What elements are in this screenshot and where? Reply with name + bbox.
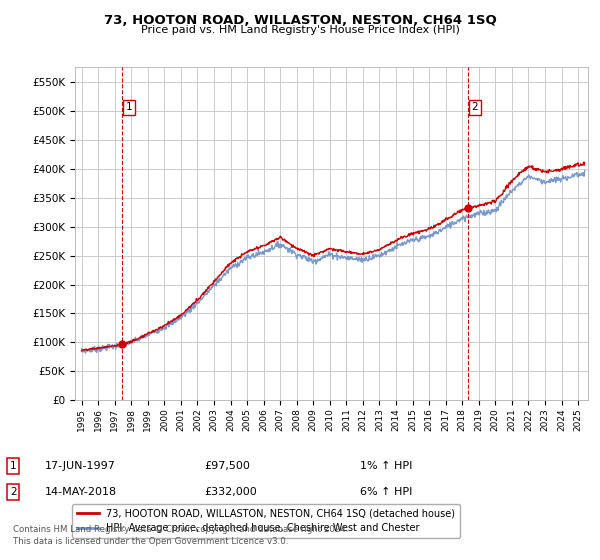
Text: 6% ↑ HPI: 6% ↑ HPI — [360, 487, 412, 497]
Legend: 73, HOOTON ROAD, WILLASTON, NESTON, CH64 1SQ (detached house), HPI: Average pric: 73, HOOTON ROAD, WILLASTON, NESTON, CH64… — [73, 503, 460, 538]
Text: 2: 2 — [472, 102, 478, 112]
Text: Contains HM Land Registry data © Crown copyright and database right 2024.
This d: Contains HM Land Registry data © Crown c… — [13, 525, 349, 546]
Text: 2: 2 — [10, 487, 17, 497]
Text: 73, HOOTON ROAD, WILLASTON, NESTON, CH64 1SQ: 73, HOOTON ROAD, WILLASTON, NESTON, CH64… — [104, 14, 496, 27]
Text: 1: 1 — [10, 461, 17, 471]
Text: £332,000: £332,000 — [204, 487, 257, 497]
Text: 1: 1 — [125, 102, 132, 112]
Text: 14-MAY-2018: 14-MAY-2018 — [45, 487, 117, 497]
Text: £97,500: £97,500 — [204, 461, 250, 471]
Text: Price paid vs. HM Land Registry's House Price Index (HPI): Price paid vs. HM Land Registry's House … — [140, 25, 460, 35]
Text: 17-JUN-1997: 17-JUN-1997 — [45, 461, 116, 471]
Text: 1% ↑ HPI: 1% ↑ HPI — [360, 461, 412, 471]
